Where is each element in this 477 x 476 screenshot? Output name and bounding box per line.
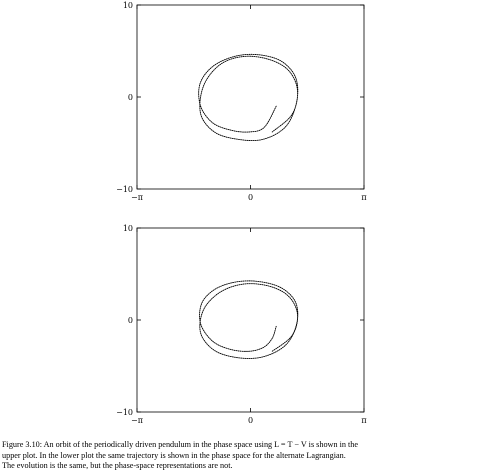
lower-x-tick-label: π — [361, 416, 366, 425]
upper-x-tick-label: −π — [131, 193, 143, 202]
lower-y-tick-label: 10 — [123, 224, 133, 233]
phase-plot-upper-svg: −π 0 π 10 0 −10 — [116, 1, 367, 202]
lower-orbit-trajectory — [199, 280, 299, 359]
upper-x-tick-label: π — [361, 193, 366, 202]
lower-y-tick-label: −10 — [116, 408, 133, 417]
lower-x-tick-label: −π — [131, 416, 143, 425]
phase-plot-upper: −π 0 π 10 0 −10 — [0, 0, 477, 210]
lower-y-tick-label: 0 — [128, 316, 133, 325]
lower-plot-frame — [136, 227, 365, 413]
upper-plot-frame — [136, 4, 365, 190]
upper-orbit-trajectory — [198, 53, 299, 142]
caption-line-3: The evolution is the same, but the phase… — [2, 461, 233, 471]
lower-x-tick-label: 0 — [248, 416, 253, 425]
upper-y-tick-label: 0 — [128, 93, 133, 102]
caption-line-1: Figure 3.10: An orbit of the periodicall… — [2, 440, 359, 449]
phase-plot-lower-svg: −π 0 π 10 0 −10 — [116, 224, 367, 425]
caption-line-2: upper plot. In the lower plot the same t… — [2, 450, 346, 460]
upper-y-tick-label: −10 — [116, 185, 133, 194]
phase-plot-lower: −π 0 π 10 0 −10 — [0, 223, 477, 433]
figure-caption: Figure 3.10: An orbit of the periodicall… — [2, 440, 476, 472]
upper-x-tick-label: 0 — [248, 193, 253, 202]
upper-y-tick-label: 10 — [123, 1, 133, 10]
